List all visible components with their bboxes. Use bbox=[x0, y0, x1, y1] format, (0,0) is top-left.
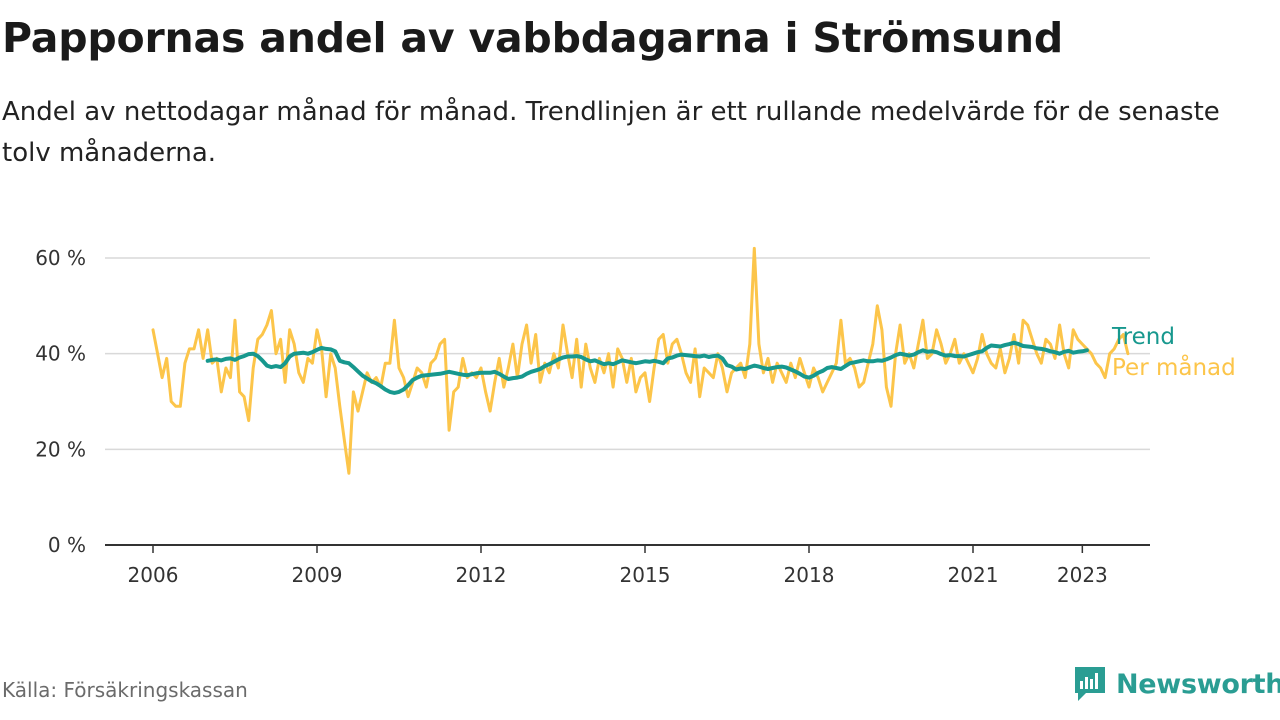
brand-logo[interactable]: Newsworthy bbox=[1072, 664, 1280, 704]
legend-label-per-manad: Per månad bbox=[1112, 353, 1236, 381]
x-tick-label-2009: 2009 bbox=[292, 563, 343, 587]
newsworthy-logo-icon bbox=[1075, 667, 1105, 701]
y-tick-label-20: 20 % bbox=[35, 437, 86, 461]
x-tick-label-2015: 2015 bbox=[620, 563, 671, 587]
x-tick-label-2012: 2012 bbox=[456, 563, 507, 587]
y-tick-label-60: 60 % bbox=[35, 246, 86, 270]
chart-subtitle: Andel av nettodagar månad för månad. Tre… bbox=[2, 97, 1220, 168]
page-title: Pappornas andel av vabbdagarna i Strömsu… bbox=[2, 14, 1064, 62]
x-tick-label-2023: 2023 bbox=[1057, 563, 1108, 587]
y-tick-label-0: 0 % bbox=[48, 533, 86, 557]
x-tick-label-2021: 2021 bbox=[948, 563, 999, 587]
x-tick-label-2006: 2006 bbox=[128, 563, 179, 587]
series-line-trend bbox=[205, 340, 1089, 395]
brand-name: Newsworthy bbox=[1116, 668, 1280, 700]
source-note: Källa: Försäkringskassan bbox=[2, 678, 248, 702]
x-tick-label-2018: 2018 bbox=[784, 563, 835, 587]
legend-label-trend: Trend bbox=[1111, 324, 1175, 350]
y-tick-label-40: 40 % bbox=[35, 342, 86, 366]
